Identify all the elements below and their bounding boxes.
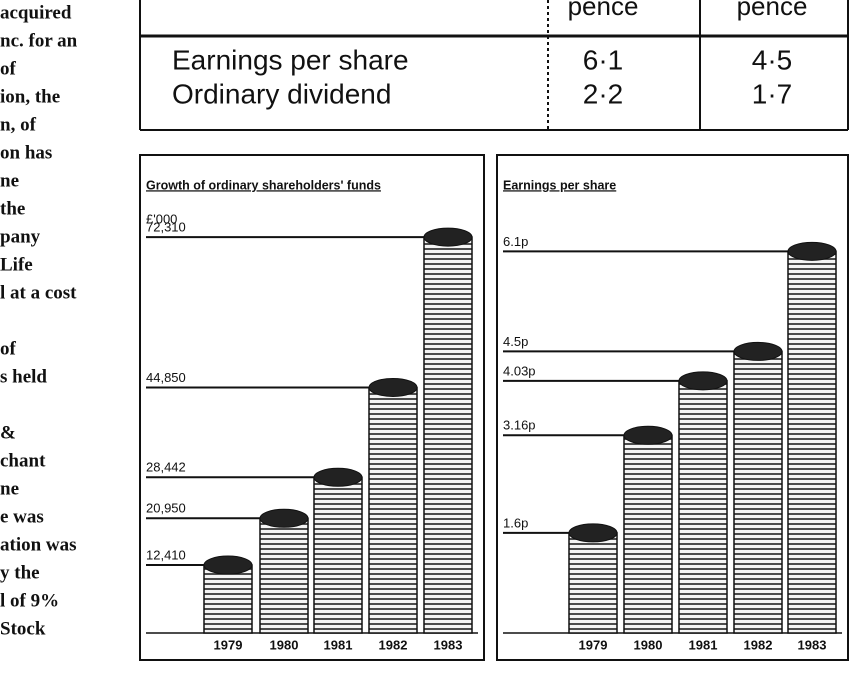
x-tick-label: 1981 xyxy=(324,637,353,652)
value-label: 12,410 xyxy=(146,547,186,562)
body-text: chant xyxy=(0,450,46,471)
table-header: pence xyxy=(737,0,808,21)
body-text: l at a cost xyxy=(0,282,77,303)
body-text: of xyxy=(0,58,17,79)
x-tick-label: 1982 xyxy=(744,637,773,652)
table-cell: 2·2 xyxy=(583,78,623,109)
coin-top xyxy=(734,342,782,360)
body-text: y the xyxy=(0,562,40,583)
x-tick-label: 1982 xyxy=(379,637,408,652)
x-tick-label: 1983 xyxy=(798,637,827,652)
body-text: of xyxy=(0,338,17,359)
value-label: 20,950 xyxy=(146,501,186,516)
chart-title: Earnings per share xyxy=(503,178,616,192)
value-label: 4.03p xyxy=(503,363,536,378)
coin-top xyxy=(204,556,252,574)
body-text: s held xyxy=(0,366,47,387)
x-tick-label: 1979 xyxy=(214,637,243,652)
chart-title: Growth of ordinary shareholders' funds xyxy=(146,178,381,192)
coin-top xyxy=(424,228,472,246)
body-text: ion, the xyxy=(0,86,60,107)
coin-stack xyxy=(260,518,308,633)
body-text: nc. for an xyxy=(0,30,78,51)
value-label: 1.6p xyxy=(503,515,528,530)
body-text: e was xyxy=(0,506,44,527)
x-tick-label: 1980 xyxy=(270,637,299,652)
table-cell: Earnings per share xyxy=(172,44,409,75)
value-label: 4.5p xyxy=(503,334,528,349)
value-label: 6.1p xyxy=(503,234,528,249)
coin-top xyxy=(569,524,617,542)
coin-top xyxy=(624,426,672,444)
value-label: 3.16p xyxy=(503,418,536,433)
body-text: Stock xyxy=(0,618,46,639)
coin-top xyxy=(260,509,308,527)
body-text: ne xyxy=(0,170,19,191)
body-text: l of 9% xyxy=(0,590,59,611)
body-text: ation was xyxy=(0,534,77,555)
body-text: acquired xyxy=(0,2,72,23)
body-text: ne xyxy=(0,478,19,499)
coin-stack xyxy=(624,435,672,633)
coin-stack xyxy=(734,351,782,633)
value-label: 44,850 xyxy=(146,370,186,385)
coin-top xyxy=(314,468,362,486)
table-cell: 4·5 xyxy=(752,44,792,75)
body-text: n, of xyxy=(0,114,37,135)
coin-stack xyxy=(424,237,472,633)
table-cell: 6·1 xyxy=(583,44,623,75)
coin-top xyxy=(679,372,727,390)
body-text: on has xyxy=(0,142,52,163)
coin-stack xyxy=(569,533,617,633)
page: pence pence Earnings per share 6·1 4·5 O… xyxy=(0,0,856,673)
value-label: 72,310 xyxy=(146,220,186,235)
coin-stack xyxy=(679,381,727,633)
coin-stack xyxy=(314,477,362,633)
coin-top xyxy=(788,242,836,260)
table-cell: Ordinary dividend xyxy=(172,78,391,109)
coin-top xyxy=(369,378,417,396)
coin-stack xyxy=(788,251,836,633)
body-text: & xyxy=(0,422,16,443)
body-text: the xyxy=(0,198,25,219)
x-tick-label: 1983 xyxy=(434,637,463,652)
coin-stack xyxy=(369,387,417,633)
coin-stack xyxy=(204,565,252,633)
x-tick-label: 1981 xyxy=(689,637,718,652)
table-header: pence xyxy=(568,0,639,21)
x-tick-label: 1980 xyxy=(634,637,663,652)
x-tick-label: 1979 xyxy=(579,637,608,652)
body-text: pany xyxy=(0,226,41,247)
value-label: 28,442 xyxy=(146,460,186,475)
table-cell: 1·7 xyxy=(752,78,792,109)
body-text: Life xyxy=(0,254,33,275)
